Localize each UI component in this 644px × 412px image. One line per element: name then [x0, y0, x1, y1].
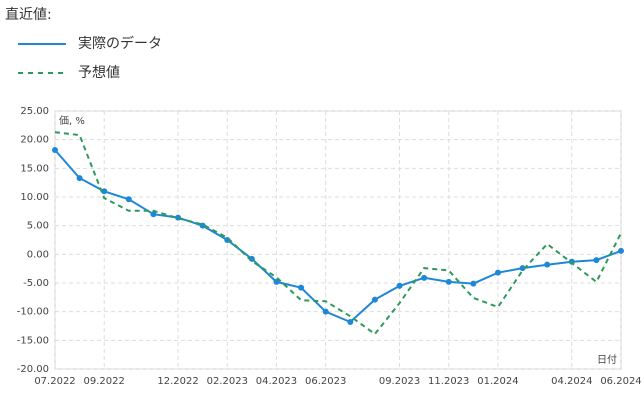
data-point [519, 265, 526, 272]
x-axis-label: 日付 [597, 353, 617, 366]
y-tick-label: 15.00 [20, 163, 49, 174]
y-tick-label: -20.00 [17, 364, 49, 375]
series-line [54, 149, 622, 324]
x-tick-label: 02.2023 [207, 376, 248, 387]
y-axis-label: 価, % [59, 114, 85, 127]
data-point [347, 318, 354, 325]
data-point [544, 261, 551, 268]
x-tick-label: 06.2023 [305, 376, 346, 387]
plot-frame [54, 110, 622, 370]
data-point [445, 278, 452, 285]
series-line [54, 131, 622, 336]
data-point [494, 269, 501, 276]
x-tick-label: 04.2023 [256, 376, 297, 387]
data-point [52, 146, 58, 153]
data-point [150, 211, 157, 218]
data-point [298, 284, 305, 291]
data-point [199, 222, 206, 229]
data-point [470, 280, 477, 287]
y-tick-label: -15.00 [17, 335, 49, 346]
y-tick-label: 20.00 [20, 135, 49, 146]
data-point [421, 274, 428, 281]
data-point [618, 247, 624, 254]
data-point [396, 282, 403, 289]
data-point [322, 308, 329, 315]
legend-label: 実際のデータ [78, 35, 162, 52]
data-point [371, 296, 378, 303]
x-tick-label: 06.2024 [600, 376, 641, 387]
x-tick-label: 04.2024 [551, 376, 592, 387]
y-tick-label: 25.00 [20, 106, 49, 117]
y-tick-label: -5.00 [23, 278, 49, 289]
data-point [76, 175, 83, 182]
x-tick-label: 12.2022 [157, 376, 198, 387]
x-tick-label: 11.2023 [428, 376, 469, 387]
y-tick-label: 10.00 [20, 192, 49, 203]
data-point [101, 188, 108, 195]
x-tick-label: 01.2024 [477, 376, 518, 387]
data-point [125, 196, 132, 203]
x-tick-label: 09.2022 [84, 376, 125, 387]
data-point [593, 257, 600, 264]
chart-title: 直近値: [5, 6, 52, 23]
legend-label: 予想値 [78, 65, 120, 81]
x-tick-label: 09.2023 [379, 376, 420, 387]
y-tick-label: 5.00 [27, 221, 49, 232]
y-tick-label: 0.00 [27, 249, 49, 260]
x-tick-label: 07.2022 [34, 376, 75, 387]
data-point [273, 278, 280, 285]
y-tick-label: -10.00 [17, 307, 49, 318]
